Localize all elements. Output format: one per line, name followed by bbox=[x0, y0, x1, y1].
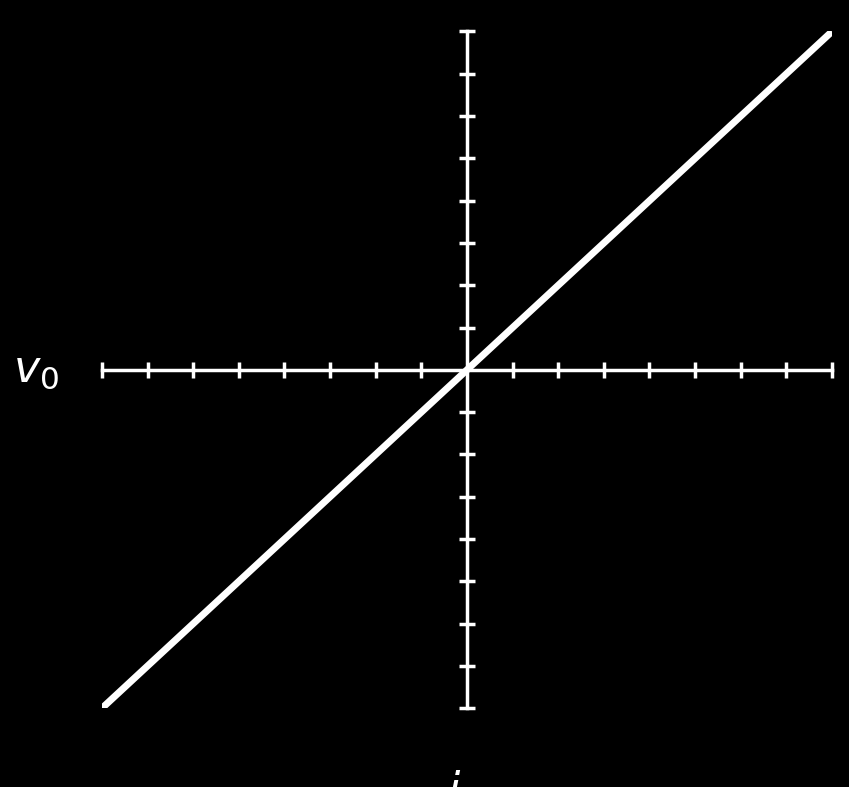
Text: $\boldsymbol{v_0}$: $\boldsymbol{v_0}$ bbox=[13, 349, 59, 391]
Text: $\boldsymbol{i_{in}}$: $\boldsymbol{i_{in}}$ bbox=[447, 769, 487, 787]
